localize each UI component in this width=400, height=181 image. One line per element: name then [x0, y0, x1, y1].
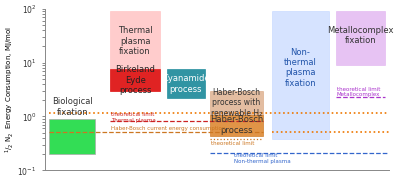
Bar — [110, 69, 160, 91]
Text: theoretical limit
Thermal plasma: theoretical limit Thermal plasma — [111, 112, 156, 123]
Bar — [167, 69, 205, 98]
Bar — [272, 11, 329, 139]
Text: Thermal
plasma
fixation: Thermal plasma fixation — [118, 26, 152, 56]
Text: Non-
thermal
plasma
fixation: Non- thermal plasma fixation — [284, 48, 317, 88]
Y-axis label: $^{1}/_{2}$ N$_2$  Energy Consumption, MJ/mol: $^{1}/_{2}$ N$_2$ Energy Consumption, MJ… — [4, 26, 16, 153]
Text: Haber-Bosch
process with
renewable H₂: Haber-Bosch process with renewable H₂ — [211, 88, 262, 118]
Text: theoretical limit
Metallocomplex: theoretical limit Metallocomplex — [336, 87, 380, 97]
Text: Cyanamide
process: Cyanamide process — [162, 74, 210, 94]
Text: theoretical limit
Non-thermal plasma: theoretical limit Non-thermal plasma — [234, 153, 291, 164]
Text: Biological
fixation: Biological fixation — [52, 97, 93, 117]
Text: Birkeland
Eyde
process: Birkeland Eyde process — [115, 65, 155, 95]
Bar — [110, 11, 160, 91]
Text: Metallocomplex
fixation: Metallocomplex fixation — [327, 26, 394, 45]
Text: theoretical limit: theoretical limit — [211, 141, 254, 146]
Bar — [336, 11, 386, 65]
Bar — [49, 119, 96, 154]
Text: Haber-Bosch
process: Haber-Bosch process — [210, 115, 263, 135]
Bar — [210, 91, 263, 115]
Text: Haber-Bosch current energy consumption: Haber-Bosch current energy consumption — [111, 126, 226, 131]
Bar — [210, 115, 263, 136]
